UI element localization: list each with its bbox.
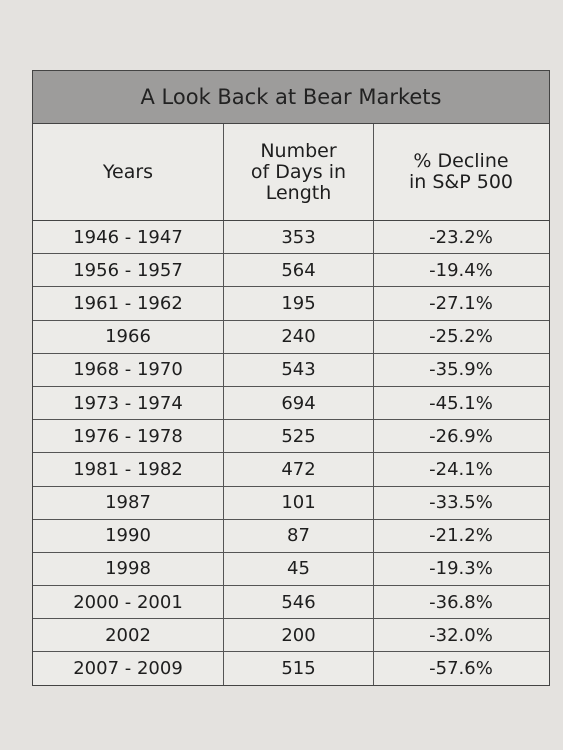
table-row: 1998 45 -19.3%	[33, 552, 549, 587]
table-row: 1956 - 1957 564 -19.4%	[33, 254, 549, 288]
table-row: 1981 - 1982 472 -24.1%	[33, 453, 549, 487]
table-cell: -26.9%	[373, 420, 548, 453]
table-cell: 1973 - 1974	[73, 392, 183, 414]
table-cell: 546	[223, 586, 373, 619]
table-cell: -24.1%	[373, 453, 548, 486]
table-body: 1946 - 1947 353 -23.2% 1956 - 1957 564 -19.4%…	[33, 221, 549, 685]
table-cell: 564	[223, 254, 373, 287]
header-text: Years	[102, 160, 154, 183]
header-row: Years Number of Days in Length % Decline in S…	[33, 124, 549, 221]
table-cell: 1990	[105, 525, 151, 547]
table-cell: 1968 - 1970	[73, 359, 183, 381]
header-text: % Decline in S&P 500	[409, 151, 513, 193]
table-cell: 472	[223, 453, 373, 486]
table-cell: -19.4%	[373, 254, 548, 287]
table-cell: 1966	[105, 326, 151, 348]
table-cell: 1956 - 1957	[73, 259, 183, 281]
table-cell: -25.2%	[373, 320, 548, 353]
table-cell: -33.5%	[373, 486, 548, 519]
table-cell: 87	[223, 519, 373, 552]
table-cell: 1961 - 1962	[73, 292, 183, 314]
table-cell: -57.6%	[373, 652, 548, 685]
table-row: 1966 240 -25.2%	[33, 320, 549, 354]
header-cell: Number of Days in Length	[223, 124, 373, 220]
table-cell: 525	[223, 420, 373, 453]
table-cell: -19.3%	[373, 552, 548, 586]
table-cell: 694	[223, 386, 373, 420]
table-cell: -45.1%	[373, 386, 548, 420]
table-row: 1976 - 1978 525 -26.9%	[33, 420, 549, 454]
table-row: 1973 - 1974 694 -45.1%	[33, 386, 549, 421]
header-line: in S&P 500	[409, 171, 513, 193]
table-cell: 1946 - 1947	[73, 226, 183, 248]
table-cell: -35.9%	[373, 353, 548, 386]
table-cell: -23.2%	[373, 221, 548, 254]
table-row: 1987 101 -33.5%	[33, 486, 549, 520]
table-row: 1946 - 1947 353 -23.2%	[33, 221, 549, 255]
table-cell: 515	[223, 652, 373, 685]
table-cell: 1981 - 1982	[73, 458, 183, 480]
table: A Look Back at Bear Markets Years Number o…	[32, 70, 550, 686]
table-cell: 2002	[105, 624, 151, 646]
header-line: of Days in	[250, 160, 347, 183]
table-cell: 543	[223, 353, 373, 386]
table-cell: 195	[223, 287, 373, 320]
header-line: % Decline	[413, 150, 509, 172]
table-cell: 1976 - 1978	[73, 425, 183, 447]
table-row: 2000 - 2001 546 -36.8%	[33, 586, 549, 620]
header-line: Number	[260, 139, 337, 162]
table-cell: 2007 - 2009	[73, 658, 183, 680]
header-cell: Years	[33, 124, 223, 220]
table-cell: 1987	[105, 492, 151, 514]
table-row: 1990 87 -21.2%	[33, 519, 549, 553]
table-cell: -32.0%	[373, 619, 548, 652]
table-row: 2002 200 -32.0%	[33, 619, 549, 653]
header-line: Length	[265, 181, 332, 204]
table-cell: 45	[223, 552, 373, 586]
table-cell: 1998	[105, 558, 151, 580]
header-text: Number of Days in Length	[250, 139, 347, 204]
table-row: 1961 - 1962 195 -27.1%	[33, 287, 549, 321]
header-line: Years	[102, 160, 154, 183]
table-cell: 2000 - 2001	[73, 591, 183, 613]
header-cell: % Decline in S&P 500	[373, 124, 548, 220]
table-cell: -36.8%	[373, 586, 548, 619]
table-cell: 200	[223, 619, 373, 652]
table-title: A Look Back at Bear Markets	[33, 71, 549, 124]
table-row: 2007 - 2009 515 -57.6%	[33, 652, 549, 685]
table-cell: 101	[223, 486, 373, 519]
table-cell: 240	[223, 320, 373, 353]
table-cell: -21.2%	[373, 519, 548, 552]
table-row: 1968 - 1970 543 -35.9%	[33, 353, 549, 387]
table-cell: 353	[223, 221, 373, 254]
table-cell: -27.1%	[373, 287, 548, 320]
